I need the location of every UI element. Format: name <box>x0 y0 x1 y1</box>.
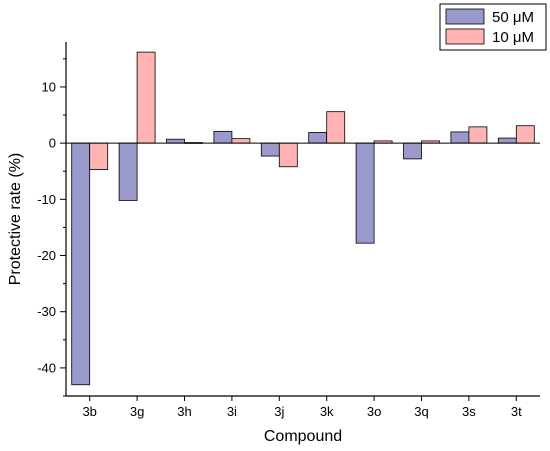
bar-s2-3t <box>515 125 535 144</box>
bar-s1-3q <box>403 142 422 160</box>
legend-label-1: 50 μM <box>492 9 534 26</box>
bar-s1-3j <box>260 142 280 157</box>
x-tick-label-3h: 3h <box>177 404 191 419</box>
bar-s1-3b <box>71 142 91 386</box>
y-tick-label-4: 0 <box>49 136 56 151</box>
x-tick-label-3k: 3k <box>320 404 334 419</box>
axes-group <box>65 42 540 397</box>
bar-s1-3h <box>166 138 185 144</box>
y-tick-label-5: 10 <box>42 79 56 94</box>
y-axis-title: Protective rate (%) <box>7 153 24 285</box>
bar-s2-3s <box>468 126 488 144</box>
legend-label-2: 10 μM <box>492 29 534 46</box>
bar-s1-3t <box>497 137 517 144</box>
x-tick-label-3t: 3t <box>511 404 522 419</box>
bars-group <box>71 51 535 386</box>
x-tick-label-3j: 3j <box>274 404 284 419</box>
legend-swatch-1 <box>445 8 485 25</box>
bar-s1-3k <box>308 132 328 144</box>
x-tick-label-3s: 3s <box>462 404 476 419</box>
y-tick-label-1: -30 <box>37 304 56 319</box>
bar-s2-3g <box>136 51 156 144</box>
legend: 50 μM 10 μM <box>439 3 547 51</box>
bar-s2-3k <box>326 111 346 144</box>
y-tick-label-3: -10 <box>37 192 56 207</box>
bar-s2-3b <box>89 142 109 170</box>
y-tick-label-0: -40 <box>37 360 56 375</box>
bar-s1-3i <box>213 130 233 144</box>
bar-s1-3g <box>118 142 138 201</box>
bar-s1-3o <box>355 142 375 244</box>
x-tick-label-3o: 3o <box>367 404 381 419</box>
legend-swatch-2 <box>445 28 485 45</box>
x-axis-title: Compound <box>264 428 342 445</box>
x-tick-label-3q: 3q <box>414 404 428 419</box>
bar-s2-3i <box>231 138 251 144</box>
ticks-group: 3b 3g 3h 3i 3j 3k 3o 3q 3s 3t -40 -30 -20 -10 0 10 <box>37 58 522 419</box>
y-tick-label-2: -20 <box>37 248 56 263</box>
x-tick-label-3g: 3g <box>130 404 144 419</box>
x-tick-label-3i: 3i <box>227 404 237 419</box>
bar-s2-3j <box>278 142 298 168</box>
bar-s1-3s <box>450 131 470 144</box>
x-tick-label-3b: 3b <box>82 404 96 419</box>
